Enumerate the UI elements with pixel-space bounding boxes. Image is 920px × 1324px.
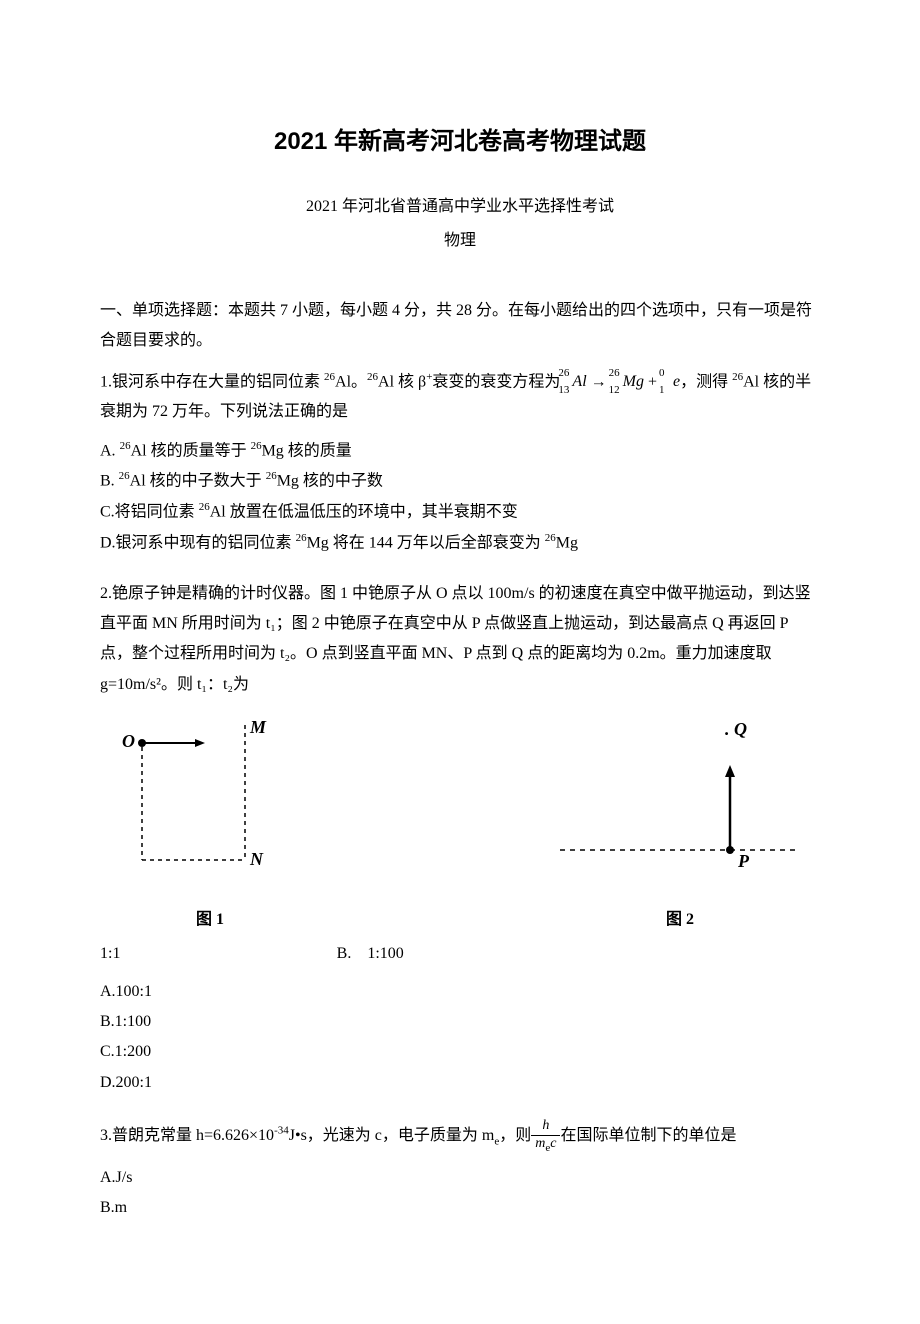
q3-text: 3.普朗克常量 h=6.626×10-34J•s，光速为 c，电子质量为 me，… [100,1118,820,1155]
q1-sup3: 26 [732,371,743,383]
figure-1: O M N 图 1 [100,715,320,935]
eq-e: 01e [673,367,680,397]
question-3: 3.普朗克常量 h=6.626×10-34J•s，光速为 c，电子质量为 me，… [100,1118,820,1224]
q2-opt-d: D.200:1 [100,1068,820,1098]
ratio-left: 1:1 [100,940,120,969]
q3-opt-b: B.m [100,1193,820,1223]
q3-p2: J•s，光速为 c，电子质量为 m [289,1127,495,1144]
eq-al-bot: 13 [558,380,569,401]
q2-opt-c: C.1:200 [100,1037,820,1067]
q2-opt-b: B.1:100 [100,1007,820,1037]
q3-fraction: h mec [531,1118,560,1155]
eq-e-bot: 1 [659,380,665,401]
q1d-sup2: 26 [545,532,556,544]
q1-sup2: 26 [367,371,378,383]
q3-frac-num: h [531,1118,560,1136]
main-title: 2021 年新高考河北卷高考物理试题 [100,120,820,163]
q1-p4: ，测得 [680,373,732,390]
eq-al: 2613Al [572,367,586,397]
eq-mg-sym: Mg [623,373,644,390]
eq-e-sym: e [673,373,680,390]
ratio-row: 1:1 B. 1:100 [100,940,820,969]
q1-sup1: 26 [324,371,335,383]
q1-opt-d: D.银河系中现有的铝同位素 26Mg 将在 144 万年以后全部衰变为 26Mg [100,528,820,559]
q3-den-m: m [535,1136,545,1151]
q1d-pre: D.银河系中现有的铝同位素 [100,534,296,551]
eq-arrow: → [587,373,611,390]
q1b-t2: Mg 核的中子数 [277,473,383,490]
fig2-caption: 图 2 [540,906,820,935]
figure-2: . Q P 图 2 [540,715,820,935]
q1c-t: Al 放置在低温低压的环境中，其半衰期不变 [210,503,518,520]
q1d-t2: Mg [556,534,578,551]
q1a-t2: Mg 核的质量 [262,442,352,459]
q3-num-i: h [542,1118,549,1133]
q3-frac-den: mec [531,1136,560,1155]
q1d-sup: 26 [296,532,307,544]
q3-exp: -34 [274,1125,289,1137]
fig2-label-p: P [737,851,750,871]
fig1-label-o: O [122,731,135,751]
q1-al: Al。 [335,373,367,390]
fig1-caption: 图 1 [100,906,320,935]
figures-row: O M N 图 1 . Q [100,715,820,935]
q1-opt-a: A. 26Al 核的质量等于 26Mg 核的质量 [100,436,820,467]
q1-text: 1.银河系中存在大量的铝同位素 26Al。26Al 核 β+衰变的衰变方程为26… [100,367,820,428]
q1-p2: Al 核 β [378,373,426,390]
q3-p4: 在国际单位制下的单位是 [560,1127,736,1144]
q2-text: 2.铯原子钟是精确的计时仪器。图 1 中铯原子从 O 点以 100m/s 的初速… [100,579,820,701]
fig1-label-m: M [249,717,267,737]
q1b-pre: B. [100,473,119,490]
q1b-sup2: 26 [266,470,277,482]
subject-label: 物理 [100,227,820,256]
fig2-point-p [726,846,734,854]
q1-opt-c: C.将铝同位素 26Al 放置在低温低压的环境中，其半衰期不变 [100,497,820,528]
q1-p1: 银河系中存在大量的铝同位素 [112,373,324,390]
fig2-svg: . Q P [540,715,820,895]
ratio-spacer [620,940,820,969]
fig2-arrow-head [725,765,735,777]
q1-opt-b: B. 26Al 核的中子数大于 26Mg 核的中子数 [100,466,820,497]
fig1-svg: O M N [100,715,320,895]
fig1-label-n: N [249,849,264,869]
q1a-sup2: 26 [251,440,262,452]
eq-mg-bot: 12 [609,380,620,401]
fig1-arrow-head [195,739,205,747]
q1-p3: 衰变的衰变方程为 [432,373,560,390]
q1a-t: Al 核的质量等于 [131,442,251,459]
question-1: 1.银河系中存在大量的铝同位素 26Al。26Al 核 β+衰变的衰变方程为26… [100,367,820,559]
q1a-pre: A. [100,442,120,459]
section-header: 一、单项选择题：本题共 7 小题，每小题 4 分，共 28 分。在每小题给出的四… [100,296,820,357]
q3-opt-a: A.J/s [100,1163,820,1193]
q3-p1: 3.普朗克常量 h=6.626×10 [100,1127,274,1144]
q1b-t: Al 核的中子数大于 [130,473,266,490]
q1b-sup: 26 [119,470,130,482]
q3-p3: ，则 [499,1127,531,1144]
q2-opt-a: A.100:1 [100,977,820,1007]
q1-num: 1. [100,373,112,390]
subtitle: 2021 年河北省普通高中学业水平选择性考试 [100,193,820,222]
question-2: 2.铯原子钟是精确的计时仪器。图 1 中铯原子从 O 点以 100m/s 的初速… [100,579,820,1099]
q3-den-c: c [550,1136,556,1151]
eq-mg: 2612Mg [623,367,644,397]
q1c-pre: C.将铝同位素 [100,503,199,520]
q1d-t: Mg 将在 144 万年以后全部衰变为 [307,534,545,551]
ratio-b: B. 1:100 [337,940,404,969]
eq-al-sym: Al [572,373,586,390]
q1c-sup: 26 [199,501,210,513]
q1a-sup: 26 [120,440,131,452]
fig2-label-q: . Q [725,719,747,739]
